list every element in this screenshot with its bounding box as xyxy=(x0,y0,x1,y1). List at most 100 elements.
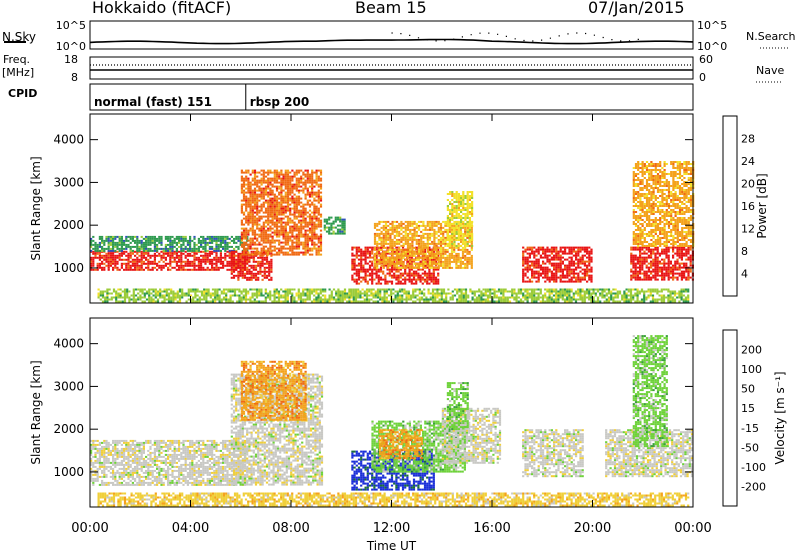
power-cell xyxy=(237,258,240,261)
power-cell xyxy=(193,245,196,248)
power-cell xyxy=(189,262,192,265)
power-cell xyxy=(368,252,372,255)
power-cell xyxy=(202,247,205,250)
power-cell xyxy=(317,195,320,198)
power-cell xyxy=(535,254,538,257)
power-cell xyxy=(256,251,259,254)
power-cell xyxy=(267,235,270,238)
power-cell xyxy=(92,264,95,267)
power-cell xyxy=(171,254,174,257)
power-cell xyxy=(269,243,272,246)
power-cell xyxy=(289,247,292,250)
power-cell xyxy=(586,268,589,271)
power-cell xyxy=(140,235,143,238)
power-cell xyxy=(302,219,305,222)
power-cell xyxy=(641,171,644,173)
power-cell xyxy=(325,226,329,229)
power-cell xyxy=(645,258,648,261)
power-cell xyxy=(164,247,167,250)
power-cell xyxy=(411,224,414,227)
power-cell xyxy=(284,171,287,174)
power-cell xyxy=(125,258,128,261)
power-cell xyxy=(432,268,435,271)
power-cell xyxy=(262,189,265,192)
power-cell xyxy=(544,262,547,265)
power-cell xyxy=(423,264,427,267)
power-cell xyxy=(302,217,305,220)
power-cell xyxy=(380,244,383,247)
power-cell xyxy=(577,262,580,265)
power-cell xyxy=(306,199,309,202)
power-cell xyxy=(147,258,150,261)
power-cell xyxy=(319,195,323,198)
power-cell xyxy=(304,237,307,240)
power-cell xyxy=(581,262,584,265)
power-cell xyxy=(654,268,657,271)
power-cell xyxy=(426,228,429,231)
power-cell xyxy=(140,260,143,263)
power-cell xyxy=(265,274,269,277)
power-cell xyxy=(522,252,525,255)
power-cell xyxy=(570,260,573,263)
power-cell xyxy=(667,246,670,249)
power-cell xyxy=(289,175,292,178)
power-cell xyxy=(390,264,394,267)
power-cell xyxy=(685,276,688,279)
power-cell xyxy=(542,260,545,263)
power-cell xyxy=(160,254,163,257)
power-cell xyxy=(262,201,265,204)
power-cell xyxy=(564,264,567,267)
power-cell xyxy=(249,241,252,244)
power-cell xyxy=(353,254,356,257)
power-cell xyxy=(269,187,272,190)
power-cell xyxy=(634,185,638,187)
power-cell xyxy=(278,175,281,178)
power-cell xyxy=(242,199,246,202)
power-cell xyxy=(659,177,662,179)
power-cell xyxy=(471,235,474,237)
power-cell xyxy=(147,262,150,265)
power-cell xyxy=(245,179,248,182)
power-cell xyxy=(206,266,209,269)
power-cell xyxy=(208,260,211,263)
power-cell xyxy=(426,254,429,257)
power-cell xyxy=(246,262,249,265)
power-cell xyxy=(384,250,388,253)
power-cell xyxy=(639,268,642,271)
power-cell xyxy=(118,252,121,255)
power-cell xyxy=(224,241,227,244)
power-cell xyxy=(118,254,121,257)
power-cell xyxy=(570,280,573,283)
power-cell xyxy=(672,256,675,259)
power-cell xyxy=(376,228,379,231)
power-cell xyxy=(672,163,675,165)
power-cell xyxy=(468,250,471,253)
power-cell xyxy=(687,278,690,281)
power-cell xyxy=(282,245,285,248)
power-cell xyxy=(258,171,261,174)
power-cell xyxy=(127,262,130,265)
power-cell xyxy=(531,264,534,267)
power-cell xyxy=(422,252,425,255)
power-cell xyxy=(355,250,358,253)
power-cell xyxy=(109,260,112,263)
power-cell xyxy=(637,165,640,167)
power-cell xyxy=(384,264,387,267)
power-cell xyxy=(291,239,294,242)
power-cell xyxy=(260,243,263,246)
power-cell xyxy=(208,241,211,244)
power-cell xyxy=(175,264,178,267)
power-cell xyxy=(215,260,218,263)
power-cell xyxy=(197,260,200,263)
power-cell xyxy=(248,276,251,279)
power-cell xyxy=(308,215,312,218)
power-cell xyxy=(241,266,244,269)
power-cell xyxy=(208,247,211,250)
power-cell xyxy=(171,243,174,246)
power-cell xyxy=(323,228,326,231)
power-cell xyxy=(423,258,427,261)
power-cell xyxy=(193,247,196,250)
power-cell xyxy=(256,171,259,174)
power-cell xyxy=(158,266,161,269)
power-cell xyxy=(376,242,379,245)
